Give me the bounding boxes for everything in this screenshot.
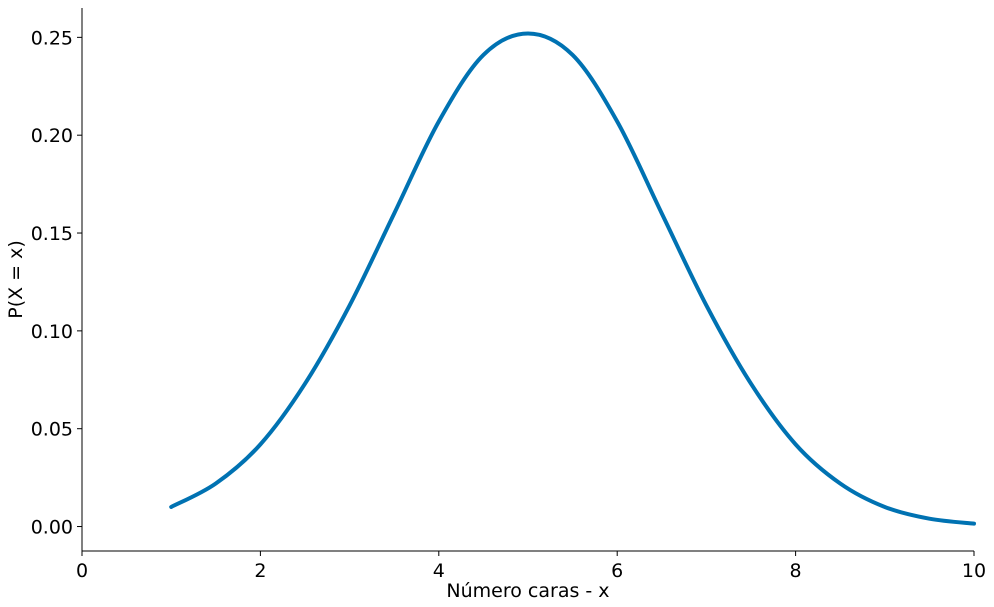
x-tick-label: 6: [611, 560, 623, 582]
y-tick-label: 0.10: [31, 321, 73, 343]
y-axis-label: P(X = x): [5, 240, 27, 319]
x-tick-label: 4: [433, 560, 445, 582]
x-tick-label: 2: [254, 560, 266, 582]
y-tick-label: 0.05: [31, 419, 73, 441]
series-layer: [169, 31, 976, 526]
x-axis-label: Número caras - x: [446, 580, 609, 602]
y-tick-label: 0.20: [31, 125, 73, 147]
y-tick-label: 0.25: [31, 27, 73, 49]
y-axis-ticks: 0.00 0.05 0.10 0.15 0.20 0.25: [31, 27, 82, 539]
x-tick-label: 0: [76, 560, 88, 582]
y-tick-label: 0.00: [31, 517, 73, 539]
x-axis-ticks: 0 2 4 6 8 10: [76, 551, 986, 582]
series-line: [169, 31, 976, 526]
y-tick-label: 0.15: [31, 223, 73, 245]
x-tick-label: 10: [962, 560, 986, 582]
x-tick-label: 8: [790, 560, 802, 582]
